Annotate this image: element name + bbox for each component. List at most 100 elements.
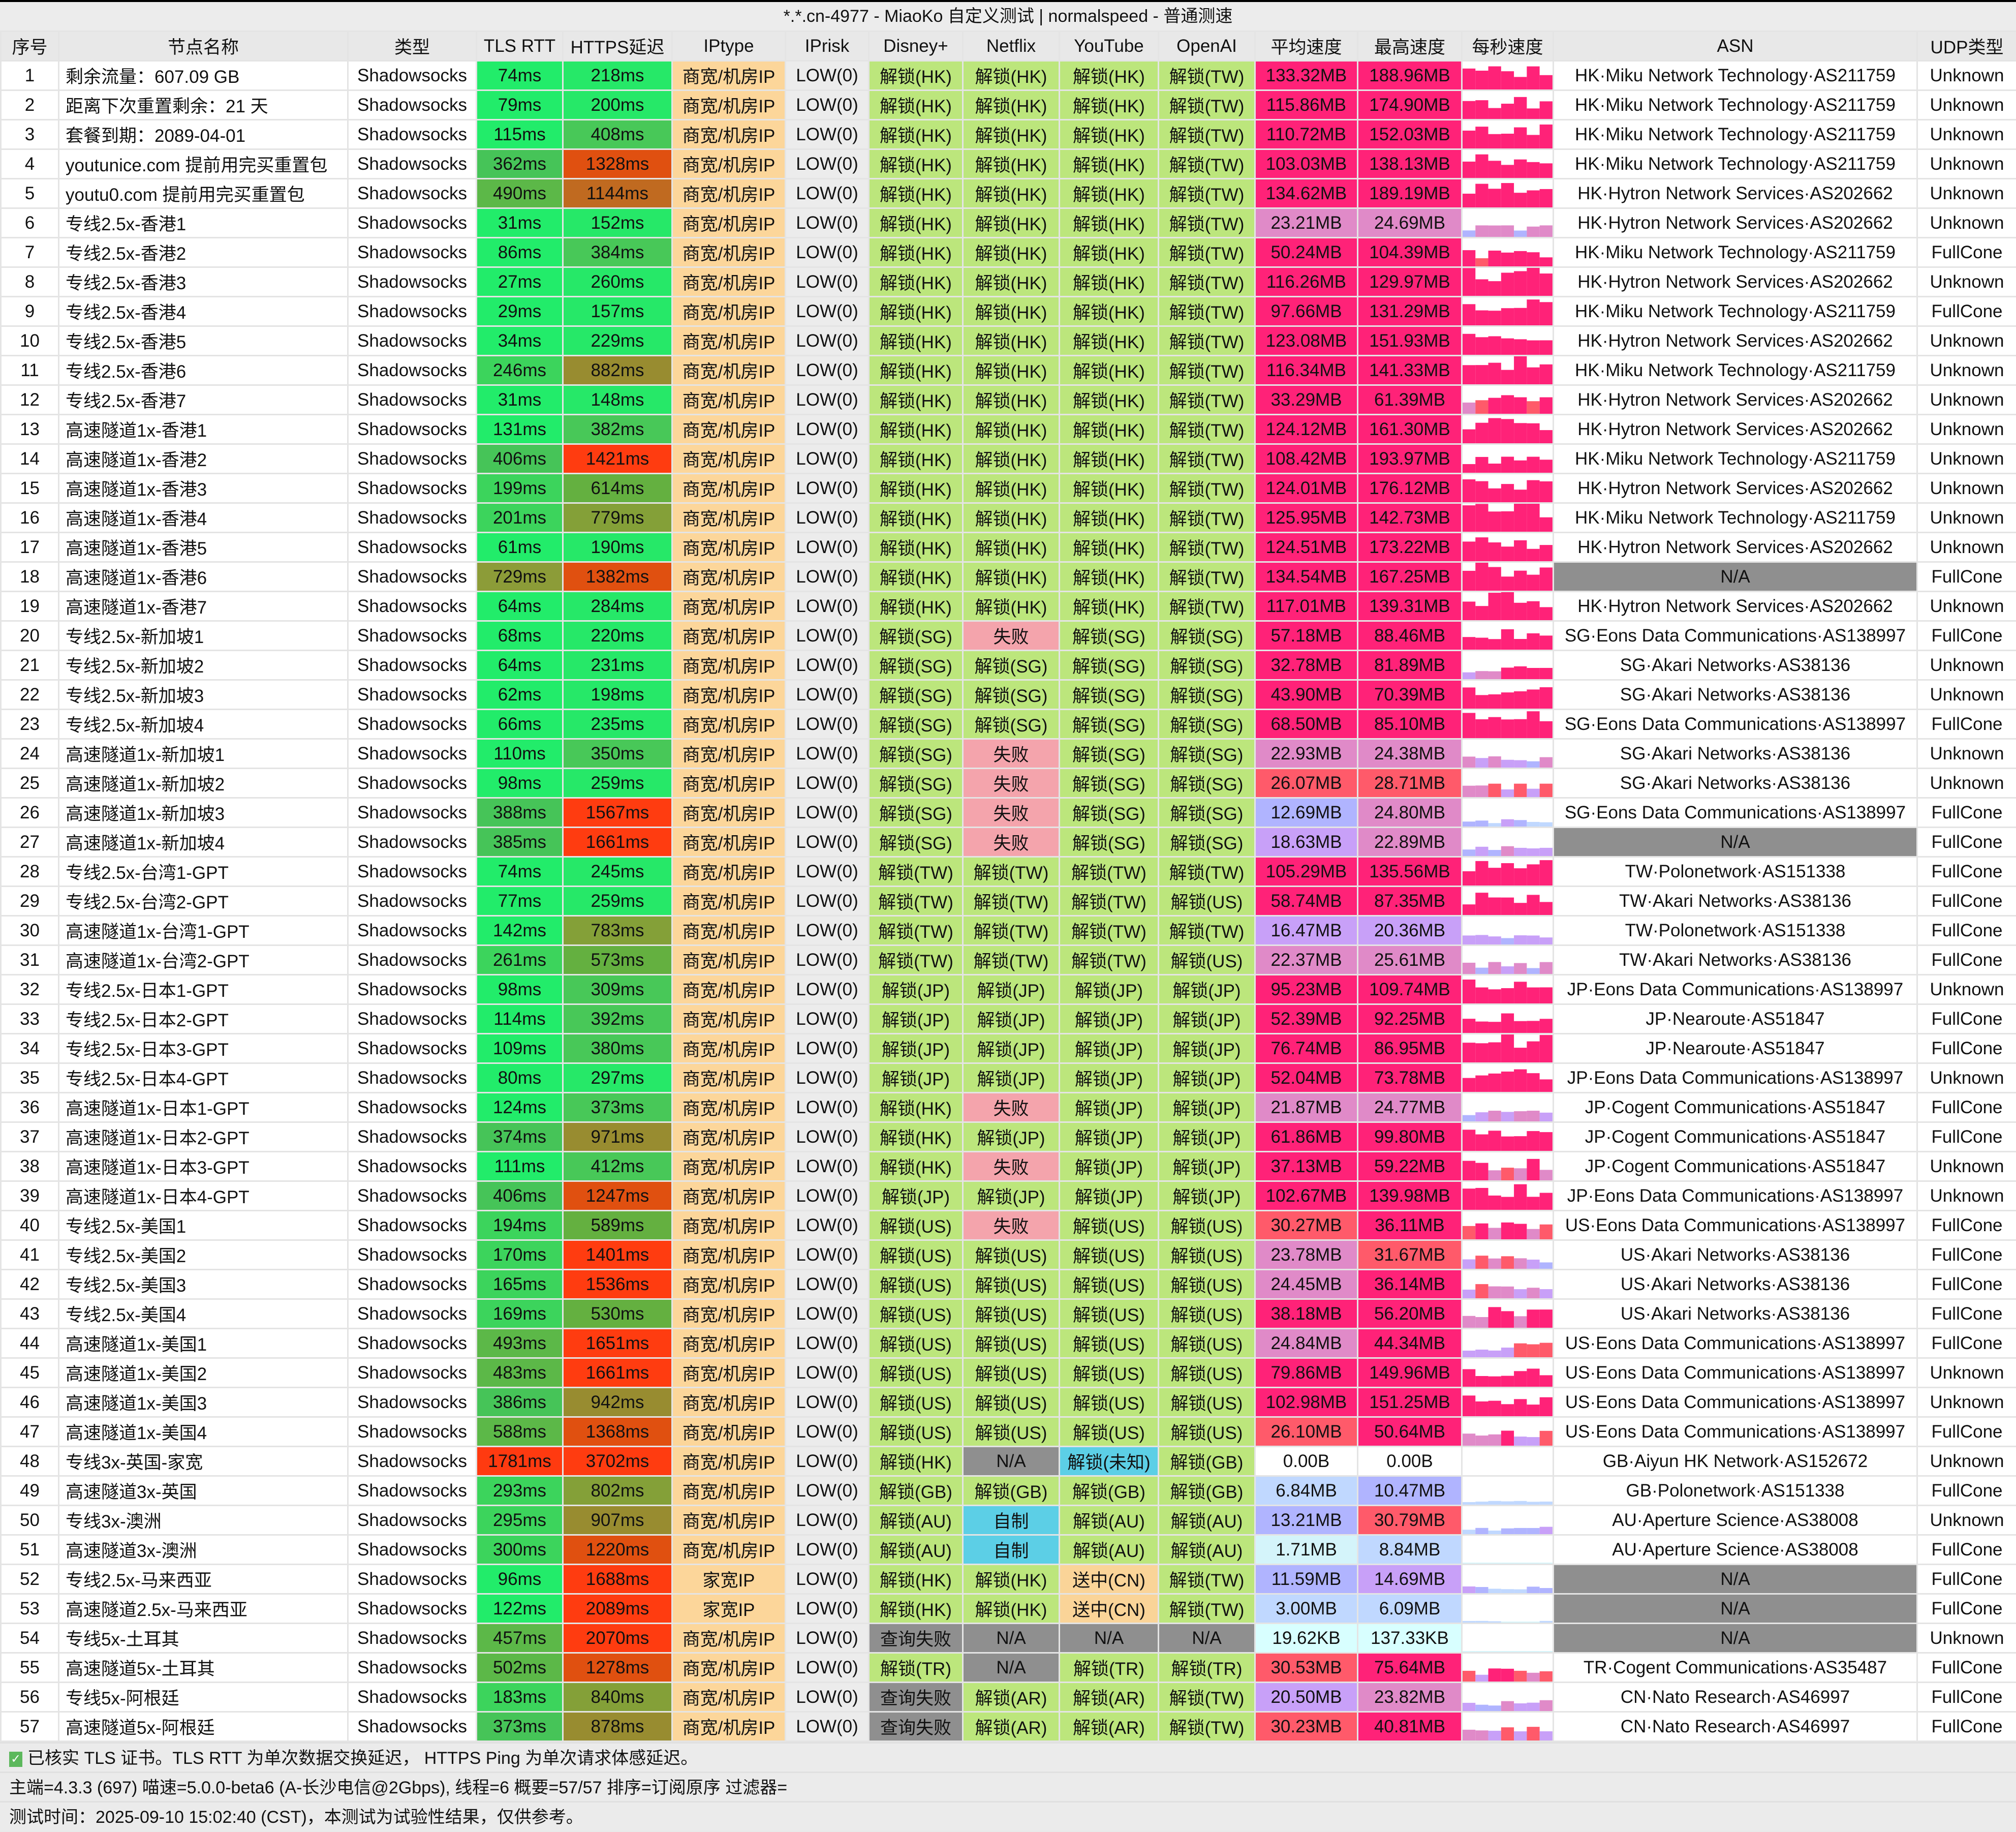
speed-bar bbox=[1475, 365, 1488, 384]
ip-risk-cell: LOW(0) bbox=[786, 621, 869, 651]
column-header-node-name[interactable]: 节点名称 bbox=[59, 32, 348, 61]
ip-risk-cell: LOW(0) bbox=[786, 1122, 869, 1152]
column-header-per-second-speed[interactable]: 每秒速度 bbox=[1462, 32, 1554, 61]
column-header-asn[interactable]: ASN bbox=[1554, 32, 1917, 61]
speed-bar bbox=[1514, 1258, 1527, 1269]
speed-bar bbox=[1540, 848, 1553, 856]
column-header-max-speed[interactable]: 最高速度 bbox=[1358, 32, 1462, 61]
node-name-cell: 高速隧道1x-美国2 bbox=[59, 1358, 348, 1388]
tls-rtt-cell: 66ms bbox=[477, 710, 563, 739]
speed-bar bbox=[1501, 988, 1514, 1003]
column-header-avg-speed[interactable]: 平均速度 bbox=[1255, 32, 1358, 61]
https-latency-cell: 2089ms bbox=[563, 1594, 672, 1624]
column-header-ip-type[interactable]: IPtype bbox=[672, 32, 786, 61]
asn-cell: US·Eons Data Communications·AS138997 bbox=[1554, 1211, 1917, 1240]
avg-speed-cell: 22.93MB bbox=[1255, 739, 1358, 769]
type-cell: Shadowsocks bbox=[348, 651, 477, 680]
udp-type-cell: Unknown bbox=[1917, 1152, 2016, 1181]
speed-bar bbox=[1475, 695, 1488, 709]
openai-cell: 解锁(TW) bbox=[1159, 149, 1255, 179]
column-header-disney[interactable]: Disney+ bbox=[869, 32, 963, 61]
ip-risk-cell: LOW(0) bbox=[786, 710, 869, 739]
avg-speed-cell: 124.01MB bbox=[1255, 474, 1358, 503]
ip-type-cell: 商宽/机房IP bbox=[672, 61, 786, 90]
column-header-netflix[interactable]: Netflix bbox=[963, 32, 1060, 61]
column-header-udp-type[interactable]: UDP类型 bbox=[1917, 32, 2016, 61]
column-header-tls-rtt[interactable]: TLS RTT bbox=[477, 32, 563, 61]
ip-risk-cell: LOW(0) bbox=[786, 267, 869, 297]
column-header-ip-risk[interactable]: IPrisk bbox=[786, 32, 869, 61]
speed-bar bbox=[1527, 162, 1539, 178]
column-header-openai[interactable]: OpenAI bbox=[1159, 32, 1255, 61]
disney-cell: 解锁(HK) bbox=[869, 533, 963, 562]
column-header-youtube[interactable]: YouTube bbox=[1060, 32, 1159, 61]
column-header-index[interactable]: 序号 bbox=[1, 32, 59, 61]
node-name-cell: 高速隧道1x-新加坡4 bbox=[59, 828, 348, 857]
footer-tls-note: ✓已核实 TLS 证书。TLS RTT 为单次数据交换延迟， HTTPS Pin… bbox=[0, 1742, 2016, 1772]
column-header-type[interactable]: 类型 bbox=[348, 32, 477, 61]
column-header-https-latency[interactable]: HTTPS延迟 bbox=[563, 32, 672, 61]
index-cell: 43 bbox=[1, 1299, 59, 1329]
speed-bar bbox=[1488, 694, 1501, 709]
speed-bar bbox=[1475, 457, 1488, 473]
speed-bar bbox=[1475, 1436, 1488, 1446]
